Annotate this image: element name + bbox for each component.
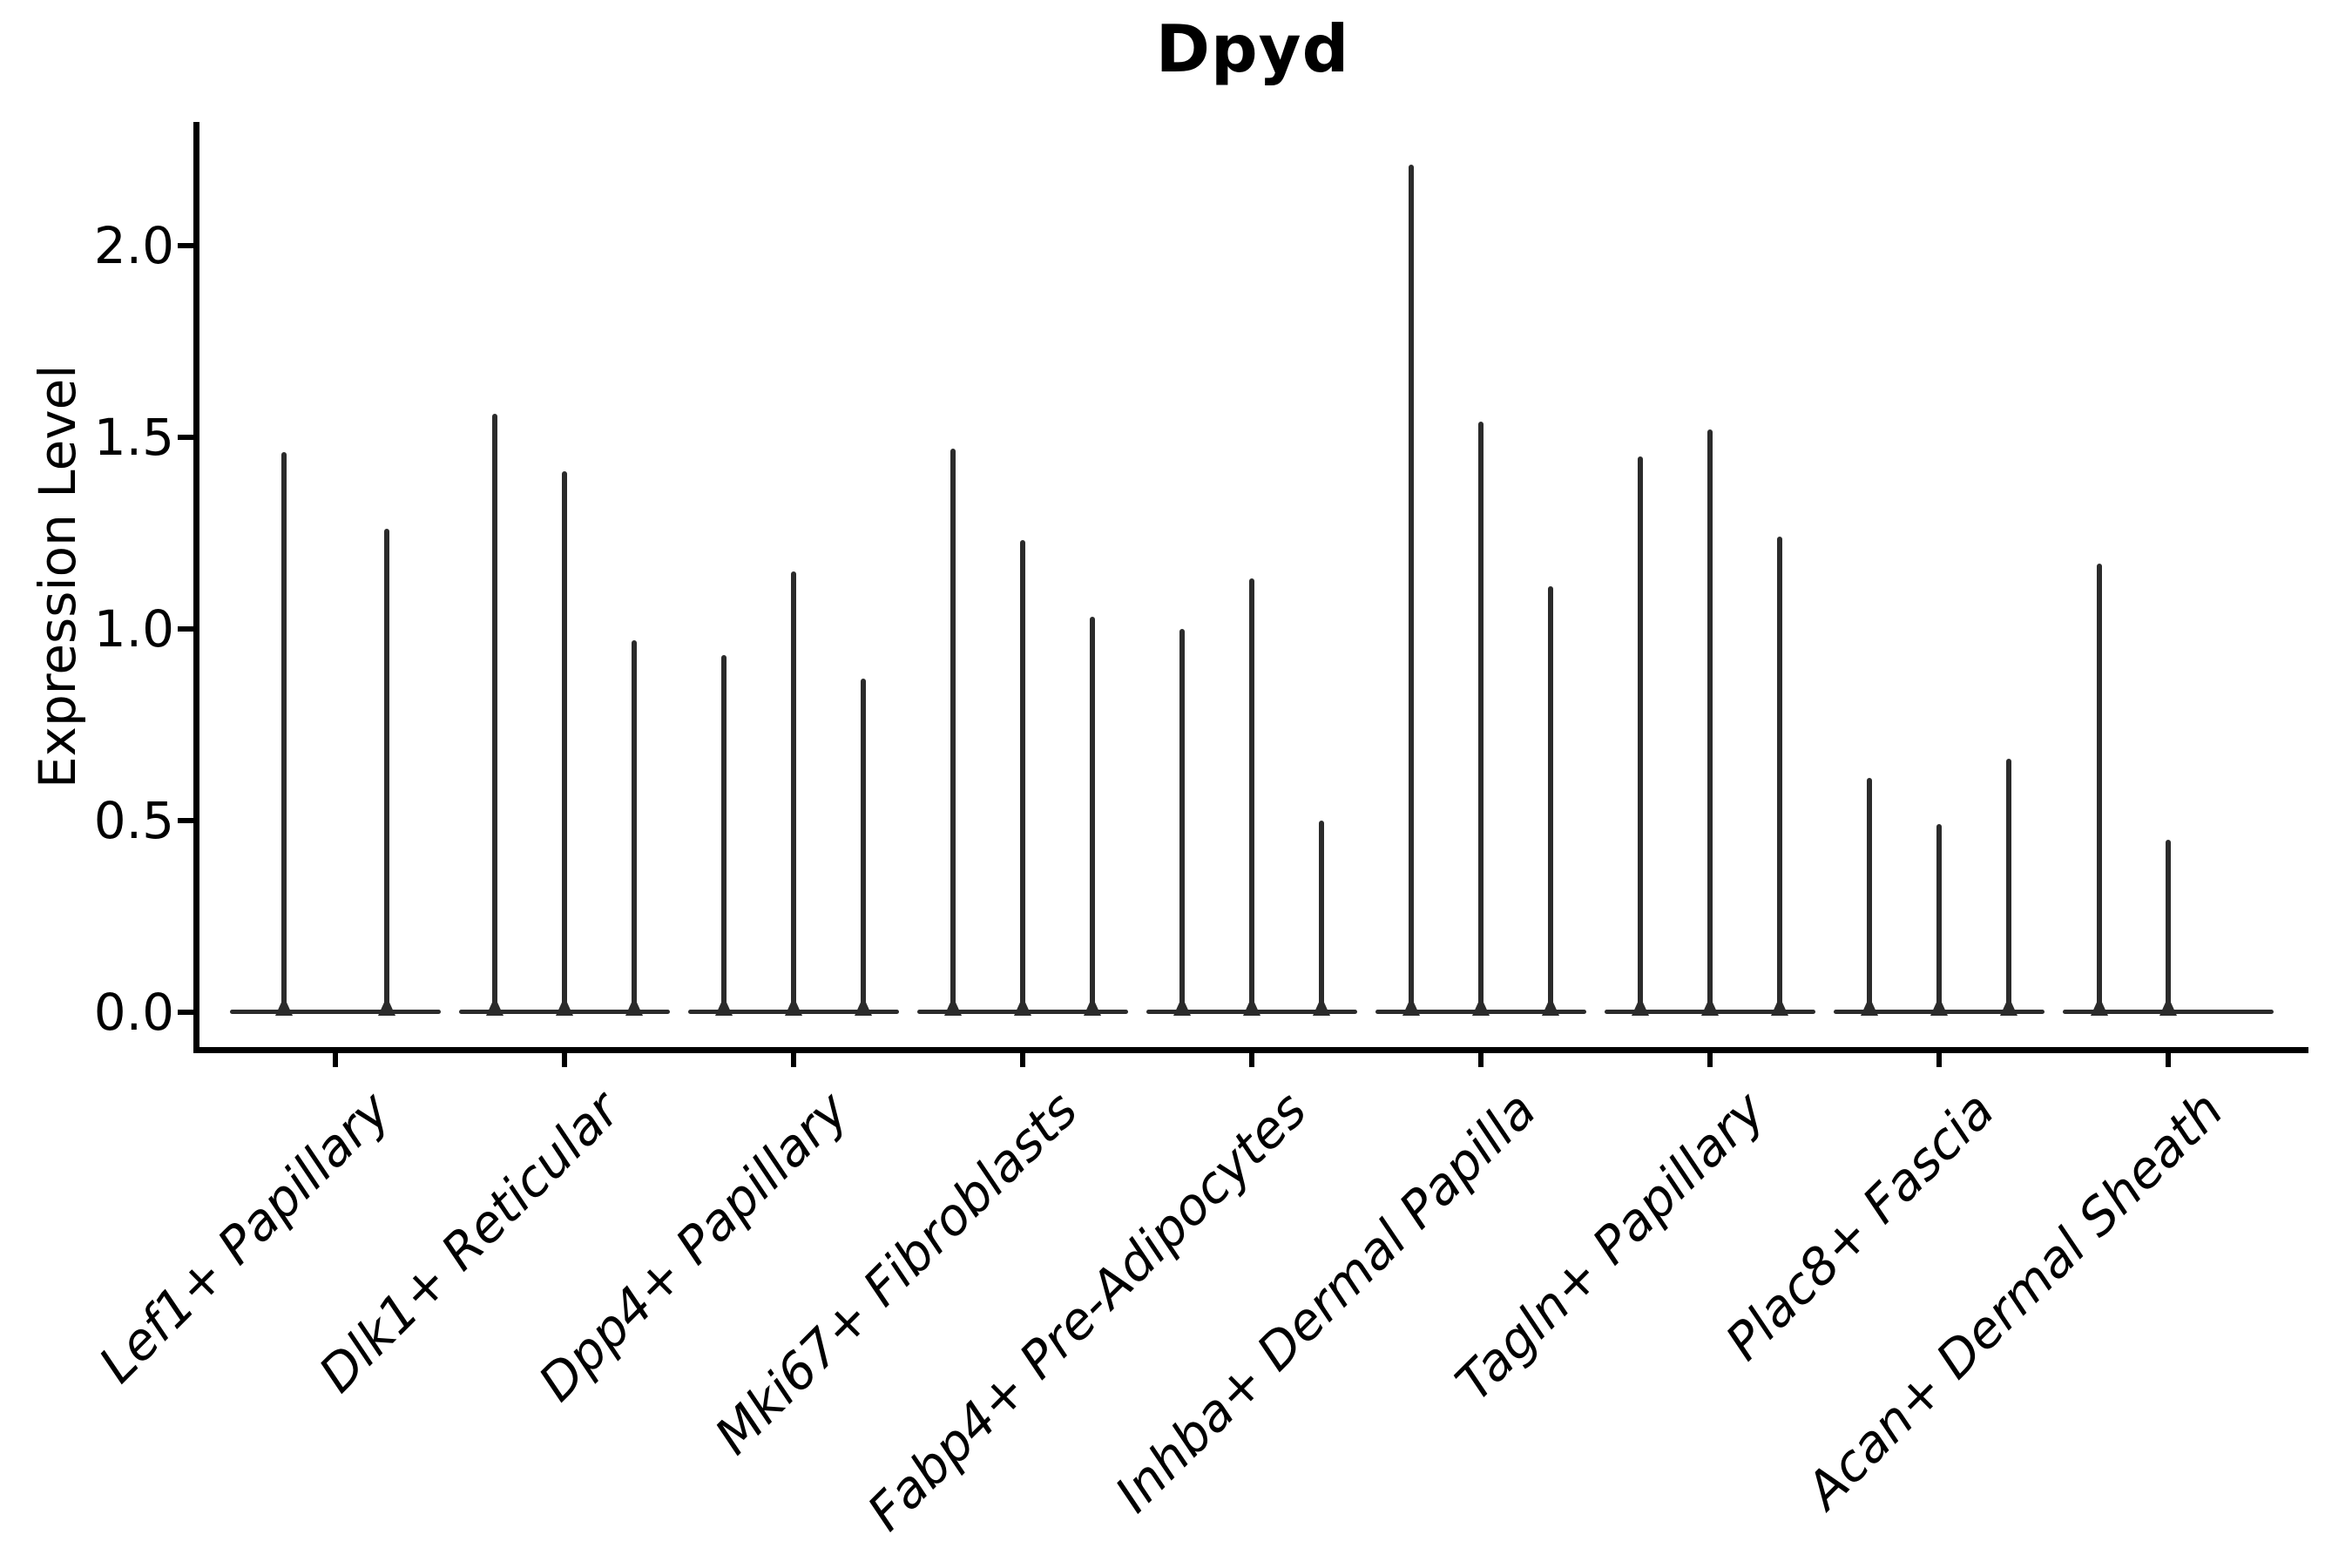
violin-spike bbox=[1638, 456, 1643, 1014]
violin-spike bbox=[791, 571, 796, 1014]
violin-spike bbox=[492, 414, 497, 1014]
violin-spike bbox=[1777, 536, 1782, 1014]
x-tick bbox=[562, 1053, 567, 1067]
violin-spike bbox=[281, 452, 287, 1014]
y-tick bbox=[178, 1009, 193, 1015]
x-tick bbox=[1020, 1053, 1025, 1067]
x-tick bbox=[2166, 1053, 2171, 1067]
x-tick bbox=[1249, 1053, 1254, 1067]
y-tick-label: 1.0 bbox=[93, 598, 174, 659]
x-tick bbox=[1707, 1053, 1713, 1067]
violin-spike bbox=[1020, 540, 1025, 1014]
violin-spike bbox=[1936, 823, 1942, 1014]
y-tick bbox=[178, 434, 193, 440]
x-tick bbox=[1478, 1053, 1484, 1067]
violin-spike bbox=[861, 678, 866, 1014]
x-tick-label: Acan+ Dermal Sheath bbox=[1794, 1080, 2235, 1520]
x-tick-label: Inhba+ Dermal Papilla bbox=[1103, 1080, 1548, 1524]
y-tick-label: 1.5 bbox=[93, 407, 174, 467]
x-tick-label: Fabp4+ Pre-Adipocytes bbox=[855, 1080, 1319, 1543]
violin-spike bbox=[632, 639, 637, 1014]
violin-spike bbox=[1548, 586, 1553, 1014]
violin-spike bbox=[1867, 778, 1872, 1014]
x-tick bbox=[333, 1053, 338, 1067]
violin-spike bbox=[950, 448, 956, 1014]
violin-baseline bbox=[230, 1010, 441, 1014]
x-tick bbox=[791, 1053, 796, 1067]
violin-spike bbox=[1707, 429, 1713, 1014]
y-axis-spine bbox=[193, 122, 199, 1053]
violin-spike bbox=[2166, 839, 2171, 1014]
x-tick bbox=[1936, 1053, 1942, 1067]
x-axis-spine bbox=[193, 1047, 2308, 1053]
chart-title: Dpyd bbox=[1155, 10, 1350, 87]
violin-spike bbox=[2097, 563, 2102, 1014]
violin-spike bbox=[1409, 165, 1414, 1014]
violin-spike bbox=[1179, 628, 1185, 1014]
y-tick bbox=[178, 817, 193, 823]
y-tick bbox=[178, 625, 193, 632]
violin-spike bbox=[721, 655, 727, 1014]
y-tick bbox=[178, 242, 193, 248]
violin-spike bbox=[1090, 617, 1095, 1014]
violin-spike bbox=[562, 471, 567, 1014]
violin-spike bbox=[384, 529, 389, 1014]
y-tick-label: 2.0 bbox=[93, 215, 174, 275]
y-tick-label: 0.5 bbox=[93, 790, 174, 850]
violin-spike bbox=[2006, 759, 2011, 1014]
violin-spike bbox=[1319, 820, 1324, 1014]
violin-spike bbox=[1478, 421, 1484, 1014]
violin-spike bbox=[1249, 578, 1254, 1014]
y-tick-label: 0.0 bbox=[93, 982, 174, 1042]
